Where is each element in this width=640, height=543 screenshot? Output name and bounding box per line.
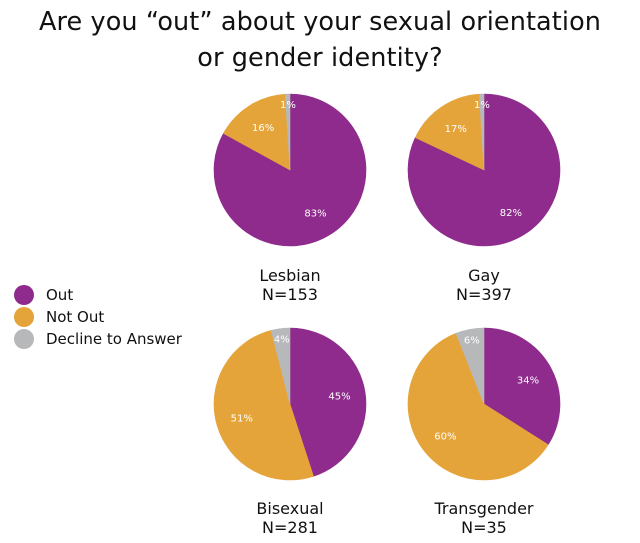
pie-label-gay-not-out: 17% [445,124,467,135]
pie-slice-transgender-not-out [407,332,549,481]
pie-caption-bisexual: Bisexual N=281 [210,499,370,537]
legend-label-not-out: Not Out [46,308,105,326]
pie-label-gay-out: 82% [500,208,522,219]
pie-title-lesbian: Lesbian [259,266,321,285]
pie-label-transgender-decline: 6% [464,335,480,346]
pie-label-lesbian-out: 83% [304,209,326,220]
pie-slice-gay-not-out [414,93,485,171]
pie-slice-lesbian-not-out [222,93,291,171]
pie-label-lesbian-decline: 1% [280,100,296,111]
legend-label-decline: Decline to Answer [46,330,182,348]
pie-label-bisexual-decline: 4% [274,335,290,346]
pie-slice-transgender-out [483,327,561,446]
pie-label-transgender-out: 34% [517,375,539,386]
pie-label-lesbian-not-out: 16% [252,123,274,134]
pie-slice-bisexual-decline [270,327,291,405]
pie-n-gay: N=397 [456,285,512,304]
pie-n-bisexual: N=281 [262,518,318,537]
pie-label-gay-decline: 1% [474,100,490,111]
legend-swatch-out [14,285,34,305]
pie-label-transgender-not-out: 60% [434,432,456,443]
chart-title-line-1: Are you “out” about your sexual orientat… [38,7,602,37]
pie-title-gay: Gay [468,266,500,285]
pie-n-transgender: N=35 [461,518,507,537]
pie-slice-bisexual-out [289,327,367,477]
pie-label-bisexual-out: 45% [328,392,350,403]
pie-caption-transgender: Transgender N=35 [404,499,564,537]
pie-caption-lesbian: Lesbian N=153 [210,266,370,304]
pie-slice-lesbian-decline [284,93,291,171]
pie-title-transgender: Transgender [434,499,534,518]
pie-slice-bisexual-not-out [213,330,314,481]
pie-slice-gay-decline [478,93,485,171]
chart-title-line-2: or gender identity? [197,43,443,73]
pie-slice-transgender-decline [455,327,485,405]
legend-label-out: Out [46,286,74,304]
legend-swatch-not-out [14,307,34,327]
pie-n-lesbian: N=153 [262,285,318,304]
pie-title-bisexual: Bisexual [256,499,324,518]
pie-label-bisexual-not-out: 51% [231,414,253,425]
legend-swatch-decline [14,329,34,349]
pie-caption-gay: Gay N=397 [404,266,564,304]
chart-title: Are you “out” about your sexual orientat… [0,4,640,76]
